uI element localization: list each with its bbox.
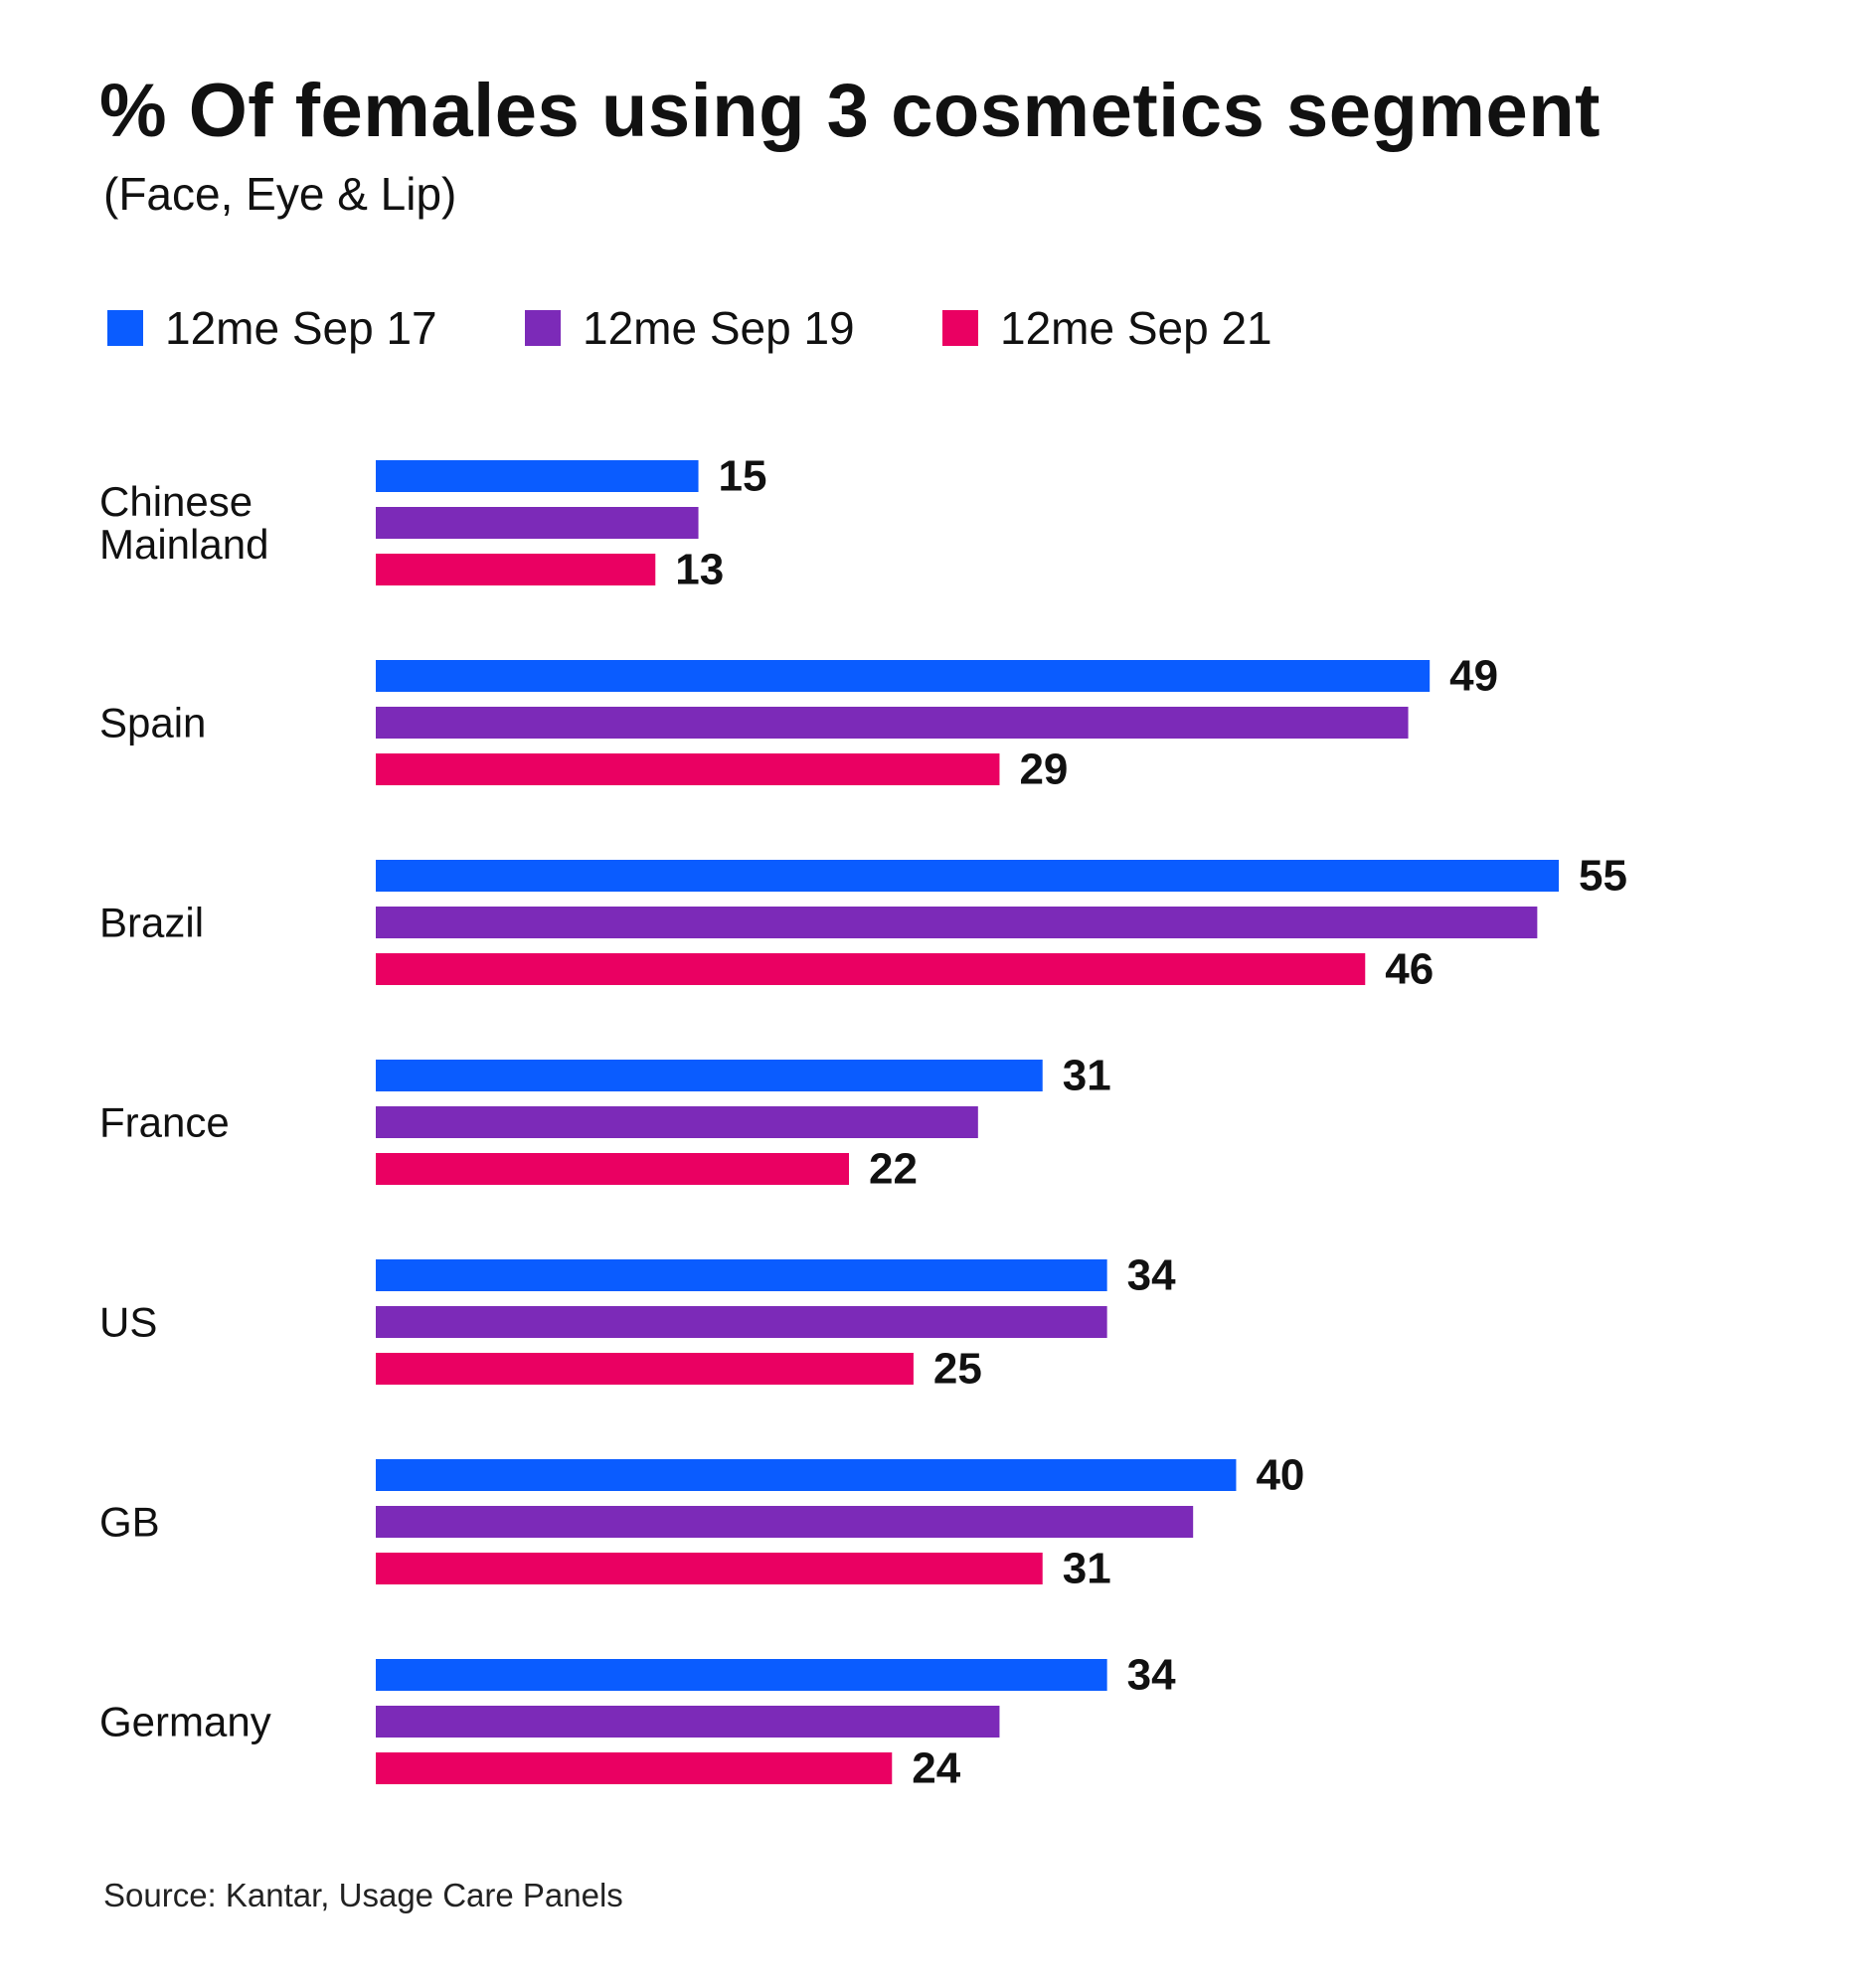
data-label-brazil-series-1: 55 [1579,852,1627,901]
legend-item-series-1: 12me Sep 17 [107,298,437,358]
bar-spain-series-1 [376,660,1431,692]
category-label-germany: Germany [99,1699,271,1745]
legend-item-series-2: 12me Sep 19 [525,298,855,358]
data-label-chinese-mainland-series-1: 15 [719,452,767,501]
legend-swatch-series-1 [107,310,143,346]
bar-brazil-series-3 [376,953,1366,985]
legend-label-series-2: 12me Sep 19 [583,302,855,354]
chart-title: % Of females using 3 cosmetics segment [99,69,1601,153]
bar-brazil-series-1 [376,860,1559,892]
category-label-spain: Spain [99,700,206,746]
chart-legend: 12me Sep 17 12me Sep 19 12me Sep 21 [107,298,1499,358]
bar-chinese-mainland-series-3 [376,554,656,585]
bar-spain-series-3 [376,753,1000,785]
bar-gb-series-2 [376,1506,1194,1538]
legend-swatch-series-3 [942,310,978,346]
bar-gb-series-3 [376,1553,1043,1584]
bar-gb-series-1 [376,1459,1237,1491]
category-label-france: France [99,1099,230,1146]
data-label-germany-series-1: 34 [1127,1651,1176,1700]
data-label-spain-series-1: 49 [1449,652,1498,701]
category-label-chinese-mainland: Chinese Mainland [99,478,268,568]
data-label-germany-series-3: 24 [912,1744,960,1793]
bar-chinese-mainland-series-2 [376,507,699,539]
bar-france-series-1 [376,1060,1043,1091]
bar-us-series-3 [376,1353,914,1385]
bar-us-series-2 [376,1306,1107,1338]
bar-germany-series-1 [376,1659,1107,1691]
legend-item-series-3: 12me Sep 21 [942,298,1272,358]
data-label-us-series-1: 34 [1127,1251,1176,1300]
data-label-gb-series-3: 31 [1063,1545,1111,1593]
bar-brazil-series-2 [376,907,1538,938]
bar-germany-series-3 [376,1752,893,1784]
data-label-brazil-series-3: 46 [1385,945,1434,994]
bar-spain-series-2 [376,707,1409,739]
bar-chinese-mainland-series-1 [376,460,699,492]
data-label-spain-series-3: 29 [1019,746,1068,794]
category-label-brazil: Brazil [99,900,204,946]
legend-swatch-series-2 [525,310,561,346]
legend-label-series-3: 12me Sep 21 [1000,302,1272,354]
data-label-chinese-mainland-series-3: 13 [675,546,724,594]
bar-germany-series-2 [376,1706,1000,1738]
chart-subtitle: (Face, Eye & Lip) [103,168,457,220]
bar-chart: Chinese Mainland 15 13 Spain 49 29 Brazil 55 46 Fr… [99,452,1627,1793]
data-label-france-series-1: 31 [1063,1052,1111,1100]
bar-france-series-3 [376,1153,849,1185]
category-label-us: US [99,1299,157,1346]
category-label-gb: GB [99,1499,160,1546]
legend-label-series-1: 12me Sep 17 [165,302,437,354]
source-note: Source: Kantar, Usage Care Panels [103,1877,623,1913]
data-label-france-series-3: 22 [869,1145,918,1194]
bar-us-series-1 [376,1259,1107,1291]
data-label-gb-series-1: 40 [1256,1451,1304,1500]
data-label-us-series-3: 25 [933,1345,982,1394]
bar-france-series-2 [376,1106,978,1138]
